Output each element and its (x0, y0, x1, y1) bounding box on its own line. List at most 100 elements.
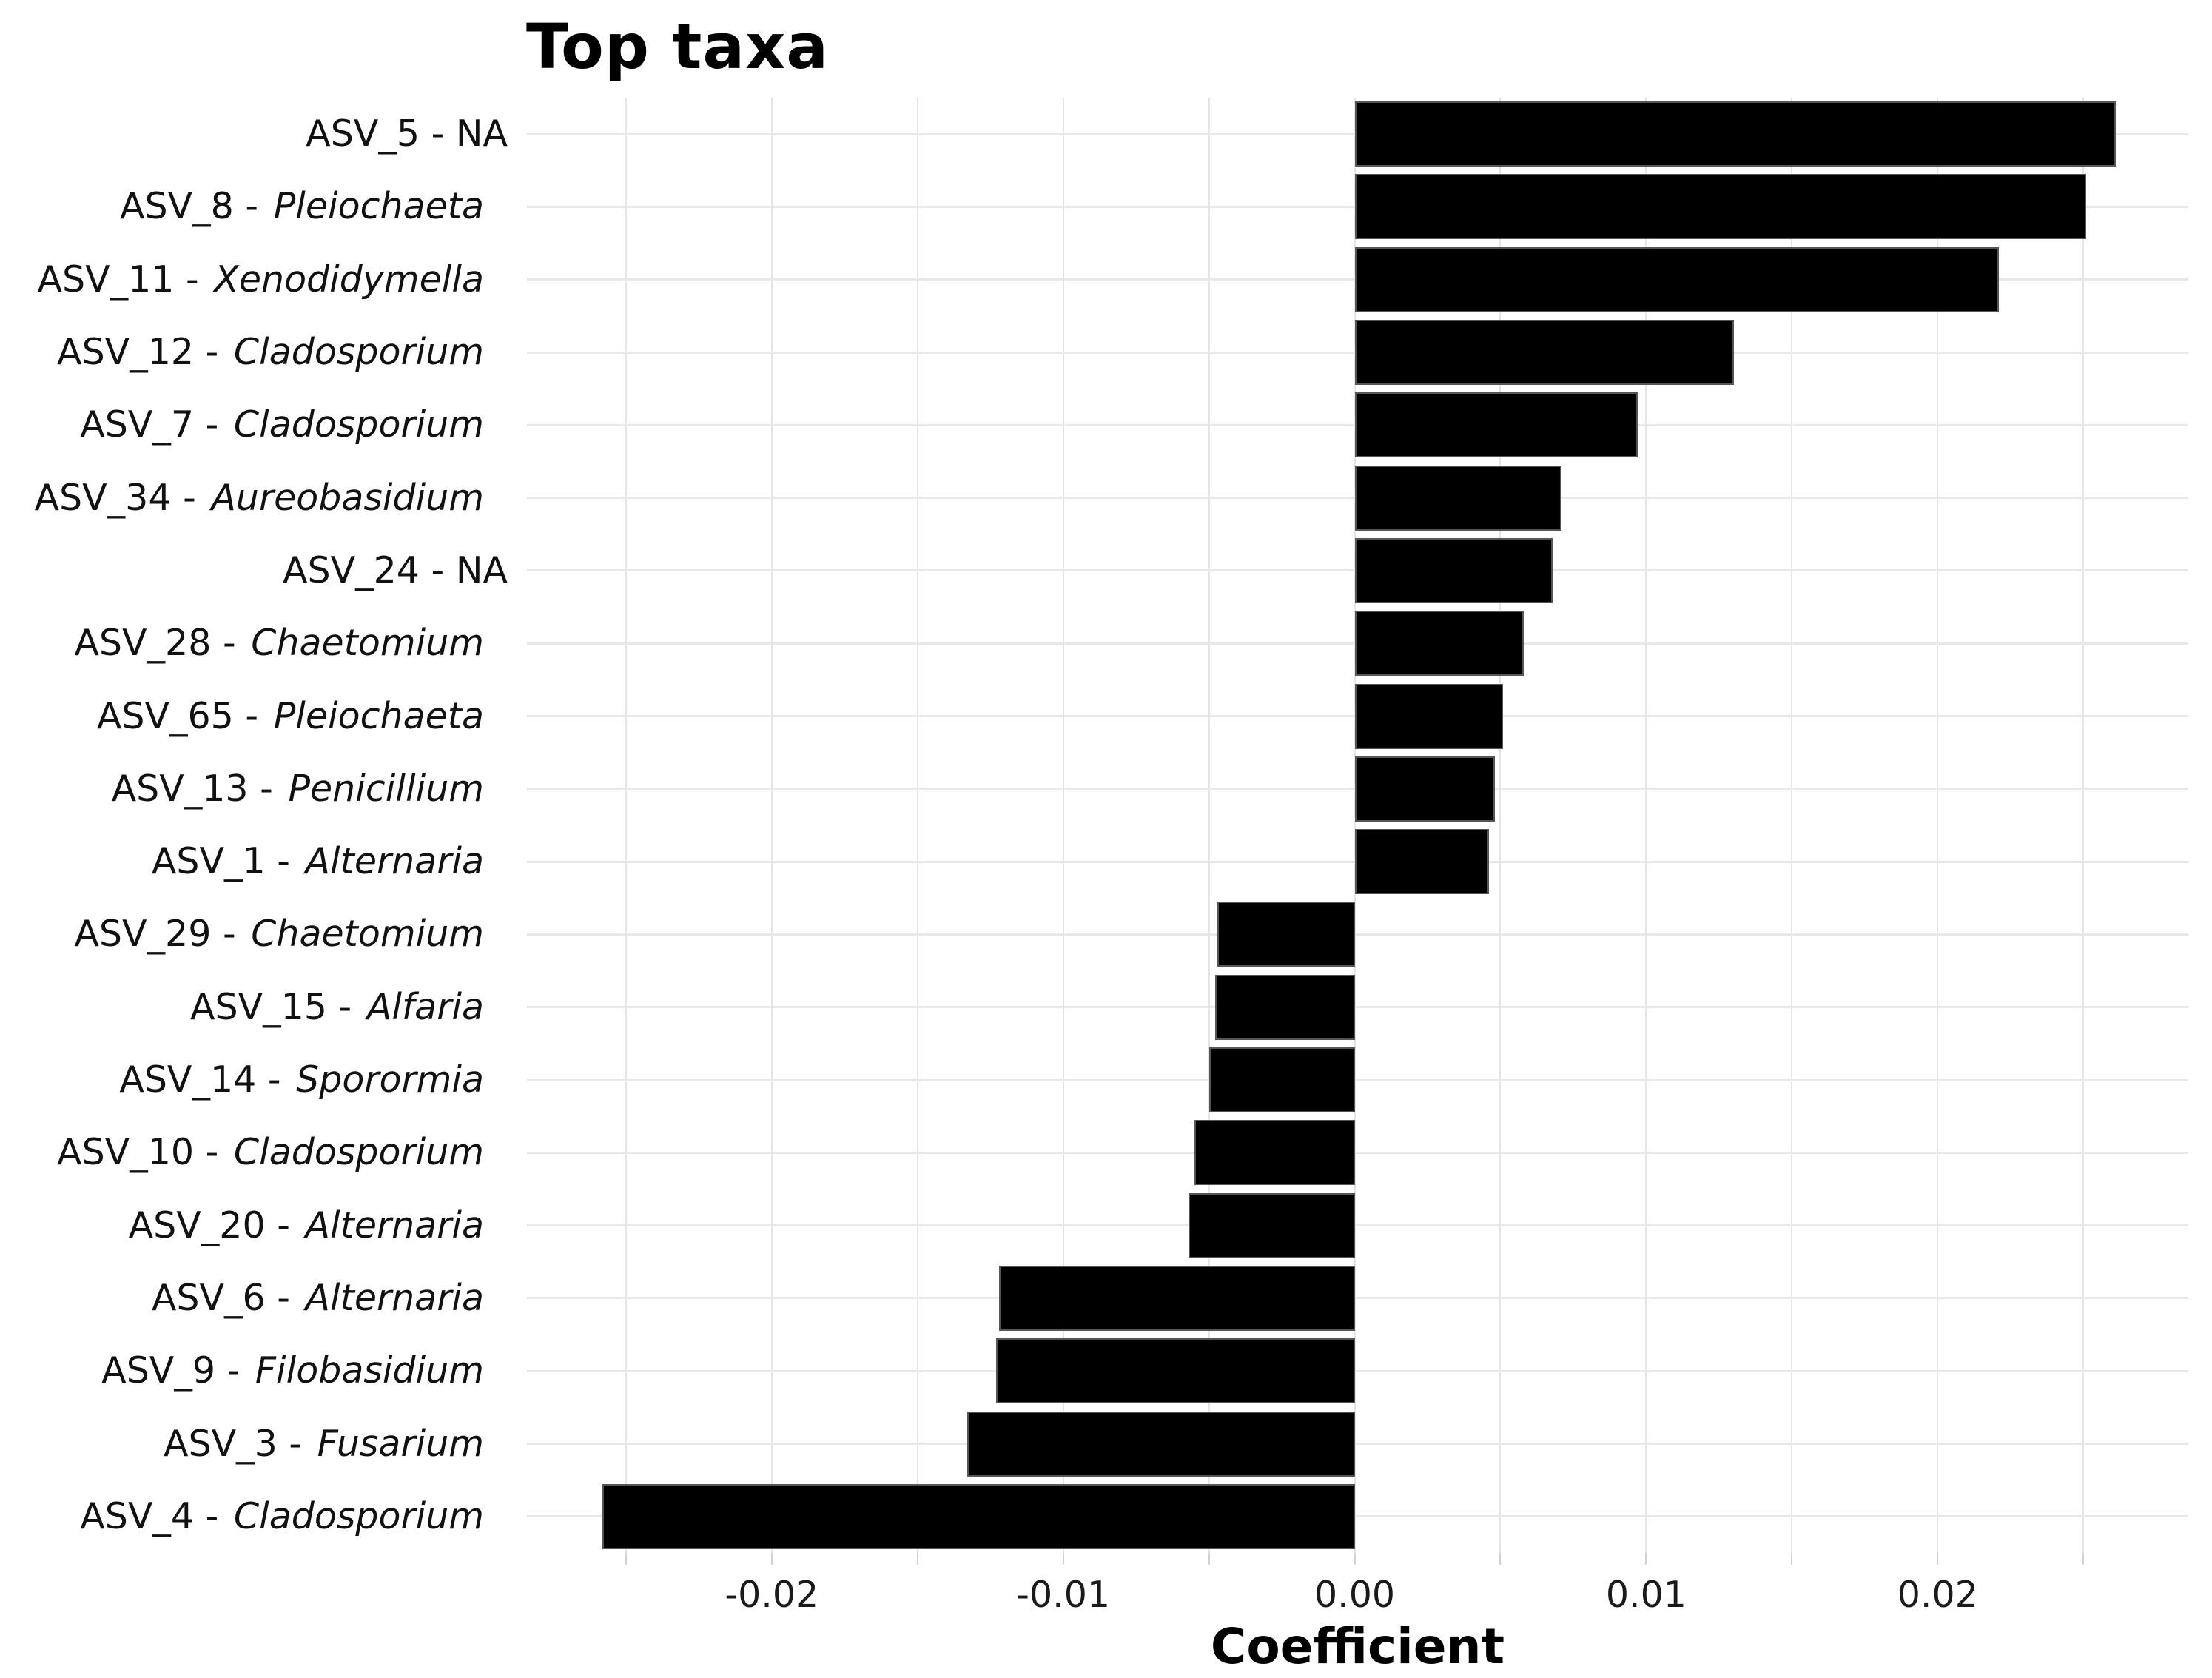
y-axis-label: ASV_34 - Aureobasidium (0, 475, 527, 521)
y-axis-label: ASV_29 - Chaetomium (0, 911, 527, 957)
gridline-vertical (625, 98, 627, 1553)
y-axis-label-asv: ASV_4 - (80, 1494, 219, 1537)
y-axis-label-genus: Aureobasidium (211, 476, 484, 519)
x-tick-mark (2082, 1553, 2085, 1565)
y-axis-label-asv: ASV_15 - (189, 985, 352, 1028)
bar-ASV_15 (1214, 974, 1355, 1040)
x-tick-label: -0.02 (725, 1574, 819, 1616)
gridline-horizontal (527, 1224, 2188, 1227)
gridline-horizontal (527, 1078, 2188, 1081)
x-tick-label: 0.00 (1314, 1574, 1396, 1616)
gridline-horizontal (527, 933, 2188, 936)
bar-ASV_1 (1354, 829, 1489, 895)
bar-ASV_20 (1189, 1192, 1355, 1258)
y-axis-label-genus: NA (444, 548, 508, 591)
x-axis-title: Coefficient (1210, 1618, 1505, 1675)
y-axis-label-genus: Cladosporium (233, 403, 484, 446)
y-axis-label-genus: Cladosporium (233, 331, 484, 374)
y-axis-label-asv: ASV_5 - (306, 113, 445, 155)
y-axis-label: ASV_3 - Fusarium (0, 1421, 527, 1467)
y-axis-label-asv: ASV_3 - (163, 1422, 303, 1465)
y-axis-label-asv: ASV_65 - (96, 694, 259, 737)
gridline-vertical (1937, 98, 1939, 1553)
x-tick-mark (1499, 1553, 1502, 1565)
y-axis-label-genus: Fusarium (317, 1422, 484, 1465)
bar-ASV_4 (602, 1483, 1355, 1549)
y-axis-label-genus: Xenodidymella (214, 258, 484, 301)
x-tick-mark (1937, 1553, 1939, 1565)
y-axis-label-asv: ASV_9 - (101, 1349, 241, 1392)
y-axis-label-genus: Alternaria (305, 1276, 484, 1319)
y-axis-label: ASV_20 - Alternaria (0, 1203, 527, 1249)
bar-ASV_13 (1354, 756, 1495, 822)
bar-ASV_14 (1208, 1047, 1355, 1113)
bar-ASV_9 (996, 1338, 1355, 1404)
gridline-vertical (770, 98, 773, 1553)
y-axis-label: ASV_10 - Cladosporium (0, 1130, 527, 1175)
bar-ASV_7 (1354, 392, 1638, 458)
x-tick-label: 0.02 (1897, 1574, 1978, 1616)
gridline-horizontal (527, 1151, 2188, 1154)
y-axis-label-genus: Alternaria (305, 840, 484, 883)
gridline-horizontal (527, 1515, 2188, 1518)
y-axis-label-asv: ASV_13 - (111, 767, 273, 810)
y-axis-label: ASV_1 - Alternaria (0, 839, 527, 885)
y-axis-label-asv: ASV_20 - (128, 1204, 290, 1246)
x-tick-mark (1062, 1553, 1064, 1565)
y-axis-label: ASV_9 - Filobasidium (0, 1348, 527, 1394)
y-axis-label: ASV_15 - Alfaria (0, 984, 527, 1030)
gridline-vertical (2082, 98, 2085, 1553)
y-axis-label: ASV_14 - Sporormia (0, 1057, 527, 1103)
y-axis-label-asv: ASV_6 - (151, 1276, 290, 1319)
y-axis-label: ASV_8 - Pleiochaeta (0, 184, 527, 229)
y-axis-label-genus: Sporormia (296, 1058, 484, 1101)
x-tick-mark (1208, 1553, 1210, 1565)
y-axis-label-asv: ASV_28 - (74, 622, 236, 665)
y-axis-label: ASV_11 - Xenodidymella (0, 257, 527, 303)
bar-ASV_24 (1354, 537, 1553, 603)
y-axis-label-genus: Filobasidium (255, 1349, 484, 1392)
y-axis-label: ASV_5 - NA (0, 111, 527, 157)
gridline-vertical (1499, 98, 1502, 1553)
gridline-horizontal (527, 1369, 2188, 1372)
bar-ASV_3 (967, 1411, 1355, 1477)
gridline-vertical (916, 98, 918, 1553)
y-axis-label: ASV_6 - Alternaria (0, 1275, 527, 1321)
y-axis-label-genus: Penicillium (288, 767, 484, 810)
y-axis-label: ASV_65 - Pleiochaeta (0, 694, 527, 739)
x-tick-mark (1645, 1553, 1647, 1565)
y-axis-label-genus: Pleiochaeta (273, 694, 484, 737)
y-axis-label-genus: Alternaria (305, 1204, 484, 1246)
x-tick-mark (625, 1553, 627, 1565)
gridline-vertical (1354, 98, 1356, 1553)
y-axis-label-genus: NA (444, 113, 508, 155)
y-axis-label: ASV_28 - Chaetomium (0, 620, 527, 666)
y-axis-label: ASV_4 - Cladosporium (0, 1494, 527, 1540)
y-axis-label-asv: ASV_29 - (74, 913, 236, 956)
bar-ASV_65 (1354, 683, 1504, 749)
y-axis-label-genus: Chaetomium (251, 913, 484, 956)
bar-ASV_6 (999, 1265, 1355, 1331)
gridline-vertical (1645, 98, 1647, 1553)
gridline-vertical (1062, 98, 1064, 1553)
bar-ASV_5 (1354, 101, 2116, 167)
x-tick-mark (1791, 1553, 1793, 1565)
bar-ASV_28 (1354, 611, 1524, 677)
bar-ASV_34 (1354, 465, 1562, 531)
y-axis-label-genus: Cladosporium (233, 1131, 484, 1174)
x-tick-mark (770, 1553, 773, 1565)
y-axis-label-genus: Chaetomium (251, 622, 484, 665)
y-axis-label-genus: Cladosporium (233, 1494, 484, 1537)
y-axis-label-asv: ASV_12 - (57, 331, 219, 374)
y-axis-label-asv: ASV_1 - (151, 840, 290, 883)
bar-ASV_29 (1217, 902, 1355, 967)
y-axis-label-asv: ASV_34 - (34, 476, 196, 519)
y-axis-label-asv: ASV_10 - (57, 1131, 219, 1174)
y-axis-label: ASV_7 - Cladosporium (0, 402, 527, 448)
y-axis-label-genus: Pleiochaeta (273, 185, 484, 228)
x-tick-label: 0.01 (1605, 1574, 1687, 1616)
x-tick-label: -0.01 (1016, 1574, 1111, 1616)
gridline-horizontal (527, 1443, 2188, 1446)
y-axis-label-asv: ASV_24 - (282, 548, 445, 591)
